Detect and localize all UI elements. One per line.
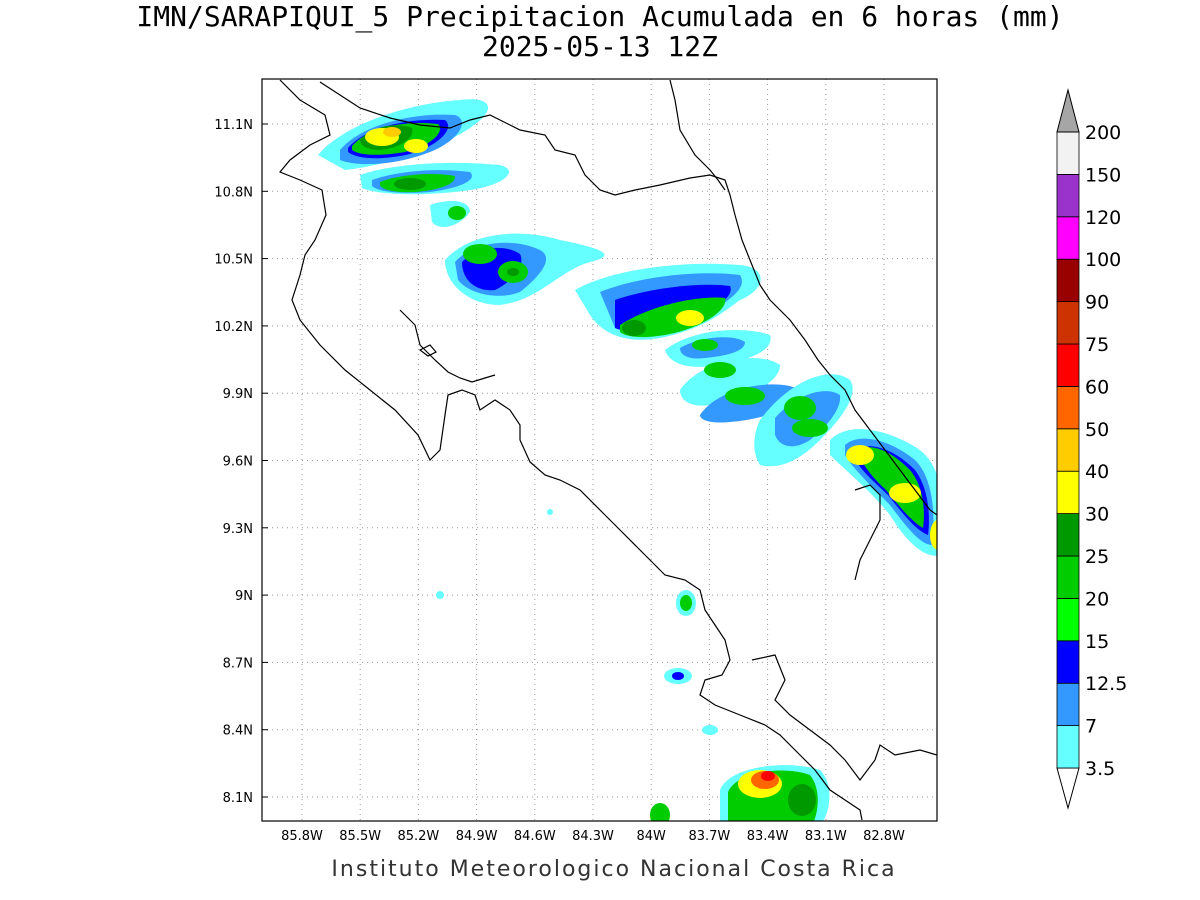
footer-credit: Instituto Meteorologico Nacional Costa R… — [331, 857, 897, 882]
colorbar: 3.5 7 12.5 15 20 25 30 40 50 60 75 90 100 120 150 200 — [1056, 88, 1127, 810]
colorbar-swatch — [1056, 173, 1080, 218]
colorbar-label: 30 — [1085, 504, 1109, 526]
colorbar-label: 40 — [1085, 461, 1109, 483]
title-line-1: IMN/SARAPIQUI_5 Precipitacion Acumulada … — [136, 0, 1064, 33]
colorbar-swatch — [1056, 682, 1080, 727]
colorbar-label: 12.5 — [1085, 673, 1127, 695]
colorbar-swatch — [1056, 428, 1080, 472]
colorbar-swatch — [1056, 343, 1080, 387]
rain-cell-north — [318, 99, 509, 195]
longitude-labels: 85.8W 85.5W 85.2W 84.9W 84.6W 84.3W 84W 83.7W 83… — [281, 829, 905, 844]
lat-tick-label: 10.8N — [214, 185, 253, 200]
colorbar-label: 50 — [1085, 419, 1109, 441]
lon-tick-label: 83.7W — [688, 829, 730, 844]
lon-tick-label: 85.8W — [281, 829, 323, 844]
colorbar-label: 120 — [1085, 207, 1121, 229]
colorbar-swatch — [1056, 555, 1080, 599]
colorbar-swatch — [1056, 131, 1080, 175]
colorbar-label: 90 — [1085, 292, 1109, 314]
colorbar-swatch — [1056, 470, 1080, 515]
colorbar-swatch — [1056, 216, 1080, 260]
lat-tick-label: 10.2N — [214, 320, 253, 335]
lat-tick-label: 11.1N — [214, 118, 253, 133]
coastline — [279, 79, 937, 821]
map-title: IMN/SARAPIQUI_5 Precipitacion Acumulada … — [0, 2, 1200, 62]
colorbar-swatch — [1056, 725, 1080, 769]
rain-cell-central — [430, 200, 853, 467]
lon-tick-label: 84.6W — [514, 829, 556, 844]
colorbar-label: 150 — [1085, 164, 1121, 186]
lat-tick-label: 8.4N — [223, 724, 253, 739]
colorbar-label: 7 — [1085, 716, 1097, 738]
lat-tick-label: 9.6N — [223, 455, 253, 470]
lon-tick-label: 84W — [636, 829, 666, 844]
colorbar-swatch — [1056, 301, 1080, 345]
lat-tick-label: 9N — [235, 589, 253, 604]
lat-tick-label: 10.5N — [214, 253, 253, 268]
colorbar-label: 200 — [1085, 122, 1121, 144]
rain-cell-south — [436, 509, 830, 821]
colorbar-label: 25 — [1085, 546, 1109, 568]
colorbar-upper-arrow — [1056, 88, 1080, 133]
colorbar-swatch — [1056, 385, 1080, 430]
colorbar-label: 75 — [1085, 334, 1109, 356]
colorbar-label: 3.5 — [1085, 758, 1115, 780]
lat-tick-label: 8.1N — [223, 791, 253, 806]
lat-tick-label: 9.9N — [223, 387, 253, 402]
colorbar-swatch — [1056, 258, 1080, 303]
colorbar-label: 100 — [1085, 249, 1121, 271]
lon-tick-label: 84.9W — [456, 829, 498, 844]
colorbar-label: 60 — [1085, 376, 1109, 398]
lon-tick-label: 83.1W — [805, 829, 847, 844]
lon-tick-label: 83.4W — [747, 829, 789, 844]
latitude-labels: 11.1N 10.8N 10.5N 10.2N 9.9N 9.6N 9.3N 9N 8.7N 8.… — [214, 118, 253, 806]
lat-tick-label: 9.3N — [223, 522, 253, 537]
colorbar-swatch — [1056, 640, 1080, 684]
map-frame — [261, 78, 938, 822]
lon-tick-label: 85.2W — [397, 829, 439, 844]
rain-cell-caribbean — [830, 429, 937, 556]
lon-tick-label: 84.3W — [572, 829, 614, 844]
lat-tick-label: 8.7N — [223, 656, 253, 671]
colorbar-label: 15 — [1085, 631, 1109, 653]
colorbar-label: 20 — [1085, 588, 1109, 610]
lon-tick-label: 85.5W — [339, 829, 381, 844]
colorbar-swatch — [1056, 598, 1080, 642]
precipitation-field — [279, 79, 937, 821]
lon-tick-label: 82.8W — [863, 829, 905, 844]
colorbar-swatch — [1056, 513, 1080, 557]
title-line-2: 2025-05-13 12Z — [481, 30, 718, 63]
colorbar-lower-arrow — [1056, 767, 1080, 810]
